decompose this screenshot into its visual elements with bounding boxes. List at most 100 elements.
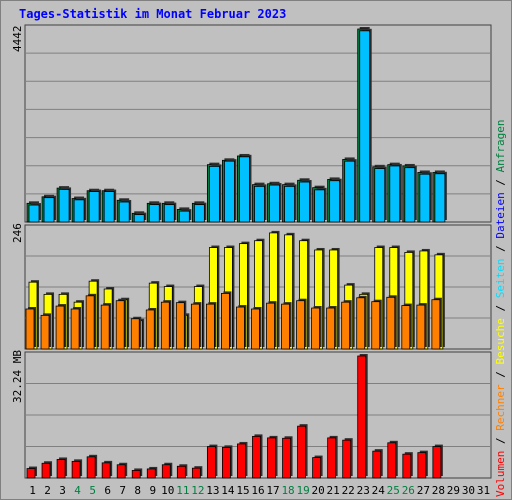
bar-volumen-day-19: [297, 425, 306, 479]
bar-rechner-day-12: [190, 303, 200, 350]
bar-dateien-day-28: [434, 173, 446, 223]
bar-volumen-day-12: [191, 467, 201, 479]
bar-rechner-day-26: [401, 305, 411, 350]
bar-volumen-day-2: [41, 462, 51, 479]
bar-dateien-day-12: [193, 204, 205, 223]
bar-dateien-day-7: [118, 201, 130, 223]
bar-volumen-day-10: [161, 464, 171, 479]
bar-rechner-day-27: [416, 304, 426, 350]
bar-dateien-day-27: [419, 173, 431, 223]
bar-dateien-day-17: [269, 184, 280, 223]
bar-volumen-day-14: [222, 446, 231, 479]
bar-volumen-day-24: [372, 450, 382, 479]
x-tick-label-day-9: 9: [149, 484, 156, 497]
bar-volumen-day-25: [387, 442, 397, 479]
x-tick-label-day-17: 17: [266, 484, 279, 497]
bar-rechner-day-4: [70, 308, 80, 350]
bar-dateien-day-20: [314, 189, 326, 223]
bar-volumen-day-13: [206, 446, 216, 479]
bar-rechner-day-3: [55, 305, 65, 350]
bar-rechner-day-16: [251, 308, 260, 350]
x-tick-label-day-18: 18: [281, 484, 294, 497]
bar-volumen-day-3: [56, 459, 66, 479]
bar-volumen-day-4: [71, 460, 81, 479]
bar-dateien-day-5: [88, 191, 100, 223]
bar-volumen-day-8: [131, 470, 141, 479]
bar-rechner-day-28: [431, 299, 441, 350]
x-tick-label-day-7: 7: [119, 484, 126, 497]
x-tick-label-day-30: 30: [462, 484, 475, 497]
bar-volumen-day-28: [432, 446, 442, 479]
x-tick-label-day-5: 5: [89, 484, 96, 497]
bar-volumen-day-17: [267, 437, 276, 479]
bar-volumen-day-15: [237, 443, 246, 479]
bar-rechner-day-2: [40, 314, 50, 350]
bar-rechner-day-20: [311, 307, 321, 350]
bar-dateien-day-23: [359, 30, 371, 223]
x-tick-label-day-19: 19: [296, 484, 309, 497]
x-tick-label-day-10: 10: [161, 484, 174, 497]
bar-dateien-day-22: [344, 160, 356, 223]
bar-volumen-day-11: [176, 465, 186, 479]
x-tick-label-day-3: 3: [59, 484, 66, 497]
bar-rechner-day-22: [341, 301, 351, 350]
bar-rechner-day-15: [236, 306, 245, 350]
bar-volumen-day-18: [282, 437, 291, 479]
x-tick-label-day-28: 28: [432, 484, 445, 497]
x-tick-label-day-13: 13: [206, 484, 219, 497]
bar-dateien-day-24: [374, 168, 386, 223]
x-tick-label-day-27: 27: [417, 484, 430, 497]
bar-rechner-day-14: [221, 292, 230, 350]
bar-dateien-day-10: [163, 204, 175, 223]
bar-volumen-day-5: [86, 456, 96, 479]
bar-dateien-day-9: [148, 204, 160, 223]
bar-rechner-day-9: [145, 309, 155, 350]
bar-rechner-day-7: [115, 300, 125, 350]
bar-rechner-day-21: [326, 307, 336, 350]
x-tick-label-day-11: 11: [176, 484, 189, 497]
bar-dateien-day-16: [254, 185, 265, 223]
bar-rechner-day-13: [205, 303, 215, 350]
bar-dateien-day-11: [178, 210, 190, 223]
bar-dateien-day-4: [73, 199, 85, 223]
bar-dateien-day-26: [404, 167, 416, 223]
bar-volumen-day-9: [146, 468, 156, 479]
bar-volumen-day-7: [116, 464, 126, 479]
bar-rechner-day-5: [85, 295, 95, 350]
bar-dateien-day-18: [284, 185, 295, 223]
bar-dateien-day-6: [103, 191, 115, 223]
bar-rechner-day-25: [386, 296, 396, 350]
bar-volumen-day-6: [101, 462, 111, 479]
x-tick-label-day-16: 16: [251, 484, 264, 497]
bar-volumen-day-20: [312, 457, 322, 479]
bar-rechner-day-19: [296, 300, 305, 350]
bar-dateien-day-21: [329, 180, 341, 223]
x-tick-label-day-2: 2: [44, 484, 51, 497]
bar-rechner-day-8: [130, 318, 140, 350]
x-tick-label-day-26: 26: [402, 484, 415, 497]
bar-rechner-day-11: [175, 302, 185, 350]
x-tick-label-day-12: 12: [191, 484, 204, 497]
x-tick-label-day-21: 21: [327, 484, 340, 497]
x-tick-label-day-6: 6: [104, 484, 111, 497]
bar-volumen-day-22: [342, 439, 352, 479]
bar-dateien-day-13: [208, 165, 220, 223]
bar-rechner-day-17: [266, 302, 275, 350]
bar-rechner-day-6: [100, 304, 110, 350]
bar-dateien-day-25: [389, 165, 401, 223]
bar-rechner-day-23: [356, 297, 366, 350]
x-tick-label-day-29: 29: [447, 484, 460, 497]
bar-dateien-day-19: [299, 181, 310, 223]
bar-volumen-day-16: [252, 435, 261, 479]
x-tick-label-day-23: 23: [357, 484, 370, 497]
bar-rechner-day-24: [371, 301, 381, 350]
bar-volumen-day-21: [327, 437, 337, 479]
x-tick-label-day-24: 24: [372, 484, 386, 497]
x-tick-label-day-1: 1: [29, 484, 36, 497]
bar-dateien-day-8: [133, 214, 145, 223]
bar-rechner-day-1: [25, 308, 35, 350]
bar-rechner-day-10: [160, 301, 170, 350]
x-tick-label-day-25: 25: [387, 484, 400, 497]
